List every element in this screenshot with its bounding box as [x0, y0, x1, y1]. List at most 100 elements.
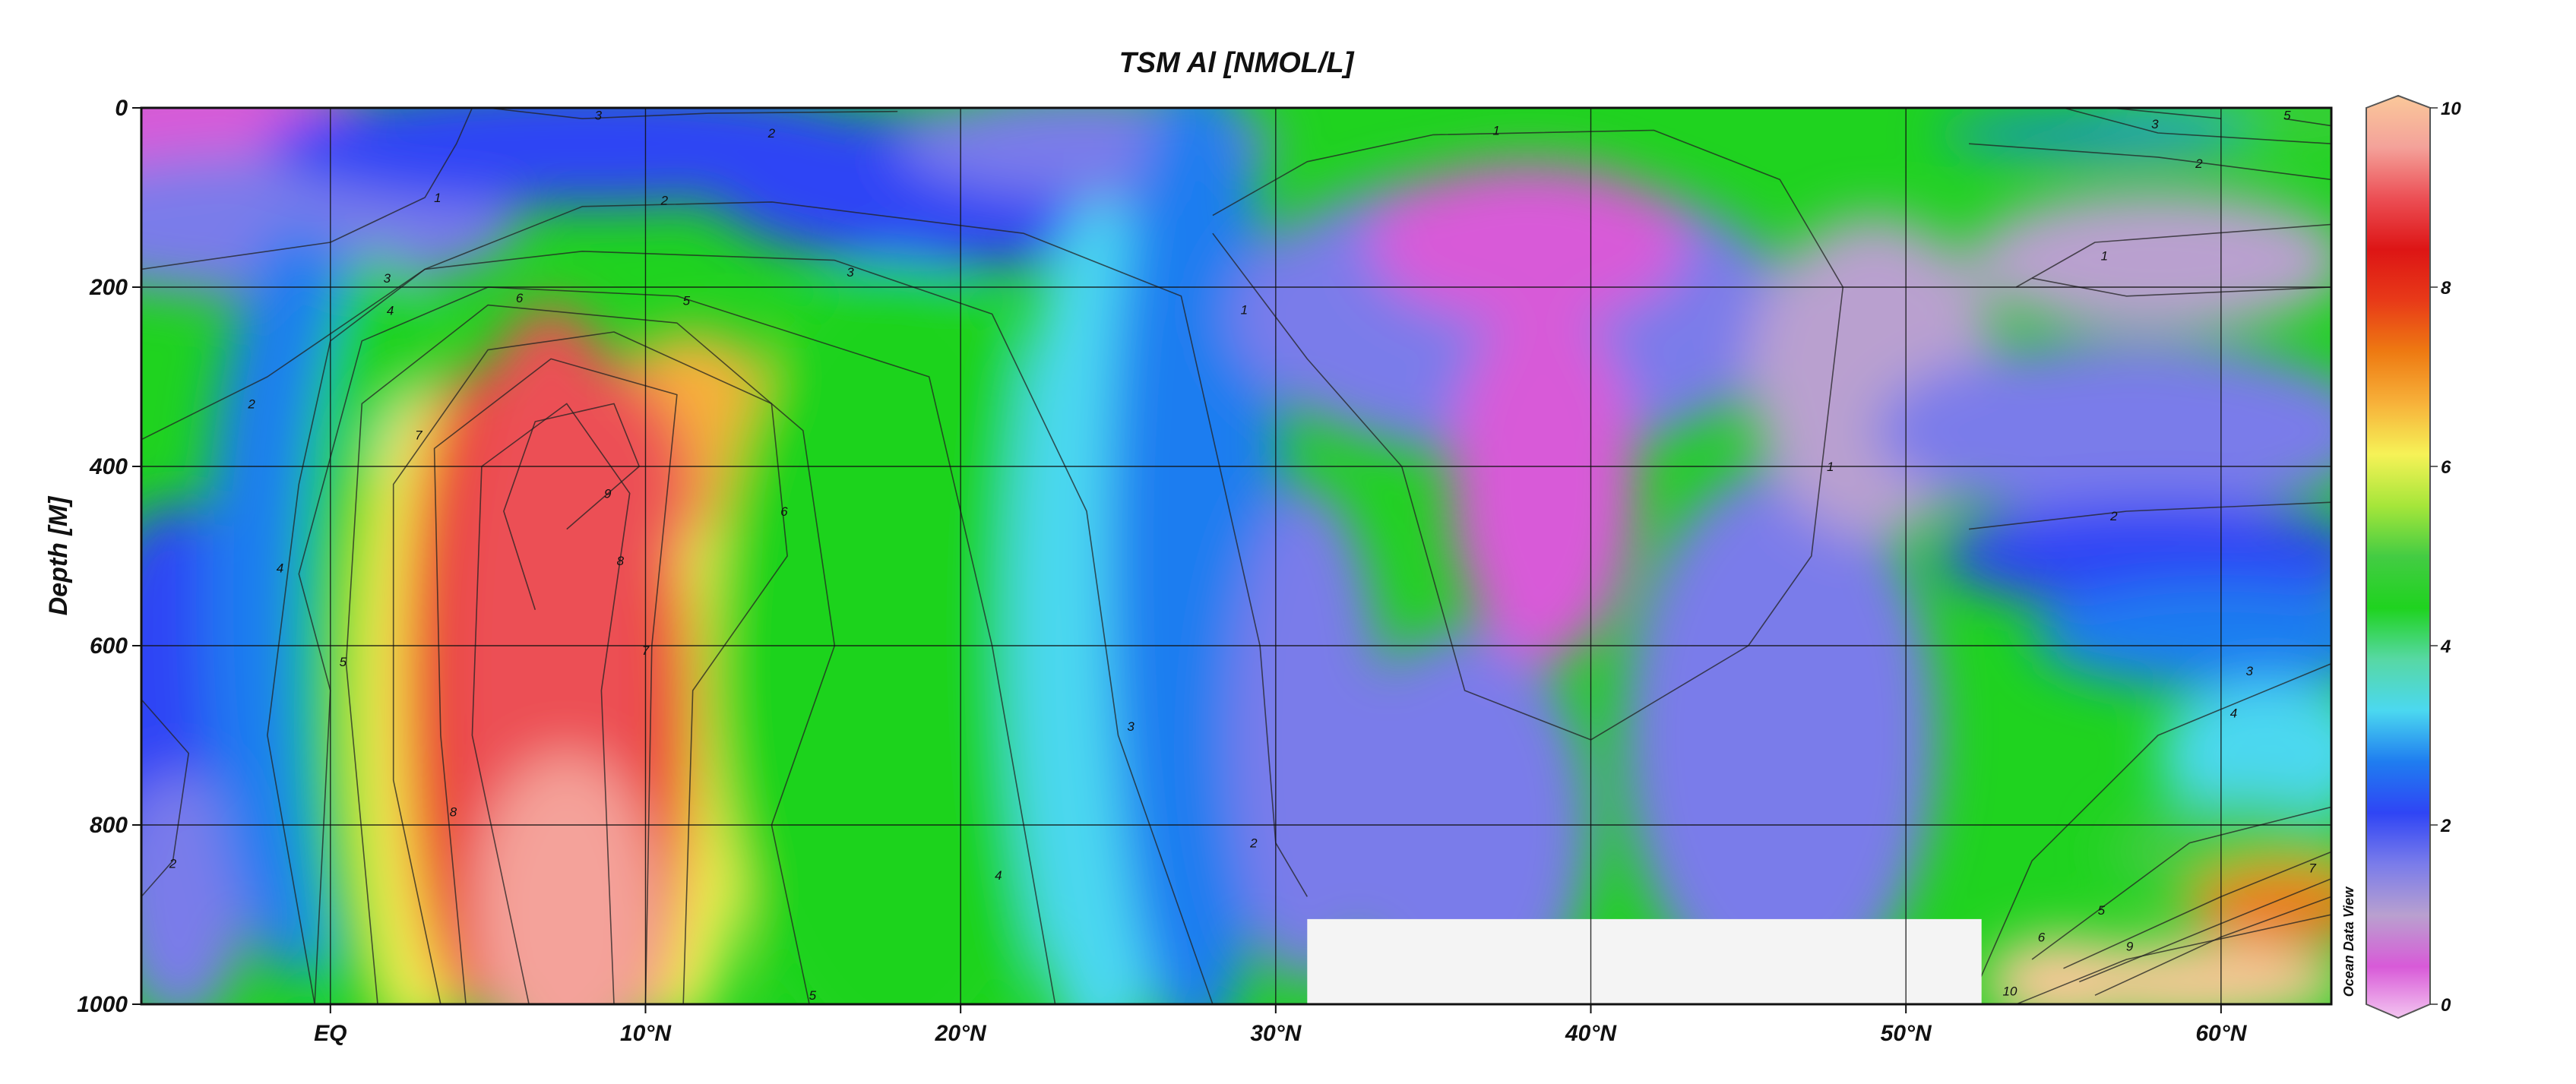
y-axis: 0 200 400 600 800 1000: [77, 96, 141, 1017]
field-patch-22: [1338, 627, 1591, 1004]
field-patch-23: [1622, 466, 1938, 1004]
contour-label: 1: [434, 191, 441, 205]
contour-label: 4: [995, 868, 1002, 883]
colorbar-tick-label: 6: [2441, 457, 2451, 478]
contour-label: 7: [2309, 861, 2316, 876]
colorbar: 0 2 4 6 8 10: [2366, 94, 2461, 1019]
field-patch-16: [472, 359, 693, 628]
contour-label: 2: [767, 126, 776, 141]
contour-line-12: [1968, 662, 2331, 1004]
contour-line-2: [2015, 223, 2331, 288]
field-patch-29: [1874, 340, 2331, 520]
concentration-field: [141, 108, 2331, 1004]
contour-label: 6: [2038, 931, 2046, 945]
y-tick-label: 1000: [77, 992, 128, 1017]
contour-line-8: [1969, 143, 2331, 181]
contour-line-13: [345, 304, 836, 1004]
colorbar-tick-label: 10: [2441, 99, 2461, 119]
x-tick-label: 30°N: [1250, 1021, 1302, 1046]
contour-line-10: [267, 251, 1214, 1004]
no-data-region: [1307, 918, 1982, 1004]
contour-label: 7: [642, 643, 650, 658]
field-patch-31: [2032, 583, 2331, 691]
field-patch-34: [1937, 116, 2253, 153]
contour-line-5: [141, 201, 1308, 897]
x-tick-label: 40°N: [1565, 1021, 1617, 1046]
contour-label: 9: [2126, 939, 2134, 953]
colorbar-body: [2366, 94, 2431, 1019]
x-tick-label: 10°N: [620, 1021, 672, 1046]
grid-lines: [141, 108, 2331, 1004]
contour-label: 8: [617, 554, 625, 568]
contour-label: 2: [660, 194, 669, 208]
contour-line-22: [2015, 914, 2331, 1004]
contour-label: 9: [604, 486, 612, 501]
contour-label: 4: [2230, 706, 2237, 721]
contour-label: 1: [2101, 249, 2108, 264]
contour-label: 2: [169, 857, 177, 871]
field-patch-30: [1937, 502, 2331, 610]
contour-line-6: [141, 699, 189, 897]
contour-label: 3: [2151, 117, 2159, 131]
contour-line-19: [471, 403, 631, 1004]
contour-line-21: [503, 403, 640, 611]
contour-label: 2: [1249, 836, 1258, 851]
y-axis-label: Depth [M]: [44, 495, 73, 615]
contour-line-7: [2063, 108, 2331, 144]
contour-label: 5: [2283, 108, 2291, 122]
y-tick-label: 800: [90, 813, 128, 838]
contour-label: 2: [2195, 156, 2203, 171]
field-patch-38: [1984, 937, 2143, 1004]
contour-label: 1: [1241, 303, 1248, 318]
contour-label: 3: [595, 108, 603, 122]
colorbar-tick-label: 4: [2440, 637, 2451, 657]
contour-line-14: [2031, 806, 2331, 960]
colorbar-tick-label: 2: [2440, 816, 2451, 836]
contour-label: 1: [1827, 460, 1834, 474]
contour-label: 5: [340, 655, 347, 669]
field-patch-26: [1448, 305, 1638, 664]
contour-label: 3: [384, 271, 391, 286]
y-tick-label: 200: [89, 275, 128, 300]
field-patch-36: [2189, 865, 2331, 947]
plot-frame: [140, 106, 2333, 1006]
credit-label: Ocean Data View: [2341, 886, 2356, 997]
contour-label: 8: [450, 804, 457, 819]
field-patch-6: [141, 771, 248, 1004]
contour-label: 4: [277, 561, 283, 575]
contour-line-9: [1969, 501, 2331, 530]
contour-label: 1: [1492, 124, 1499, 138]
chart-title: TSM Al [NMOL/L]: [1119, 47, 1355, 79]
colorbar-ticks: 0 2 4 6 8 10: [2430, 99, 2461, 1016]
x-tick-label: 60°N: [2195, 1021, 2247, 1046]
contour-line-23: [2283, 118, 2331, 127]
colorbar-tick-label: 0: [2441, 995, 2451, 1016]
contour-label: 5: [683, 294, 691, 308]
contour-labels: 1 1 1 1 1 2 2 2 2 2 2 2 3 3 3 3 3 3 4 4 4 4 5 5 5 5 5 6 6 6 7 7 7 8 8 9 9 10: [169, 108, 2317, 1003]
contour-label: 5: [2098, 903, 2106, 918]
contour-label: 5: [809, 988, 817, 1003]
x-tick-label: 20°N: [935, 1021, 987, 1046]
contour-label: 3: [1127, 719, 1135, 734]
no-data-fill: [1307, 918, 1982, 1004]
contour-line-0: [141, 108, 473, 270]
field-patch-28: [1969, 188, 2331, 332]
contour-line-24: [2110, 108, 2221, 119]
contour-label: 6: [780, 504, 788, 519]
contour-label: 10: [2003, 984, 2017, 998]
contour-label: 2: [2109, 509, 2118, 523]
y-tick-label: 600: [90, 634, 128, 659]
contour-label: 2: [247, 397, 255, 411]
y-tick-label: 0: [115, 96, 128, 121]
field-patch-18: [708, 260, 1087, 1004]
colorbar-tick-label: 8: [2441, 278, 2451, 299]
contour-label: 4: [387, 304, 394, 318]
y-tick-label: 400: [89, 454, 128, 479]
field-patch-25: [1370, 161, 1685, 324]
field-patch-17: [472, 753, 662, 1004]
contour-label: 3: [847, 265, 854, 280]
x-tick-label: 50°N: [1881, 1021, 1932, 1046]
x-tick-label: EQ: [314, 1021, 347, 1046]
contour-label: 3: [2245, 664, 2253, 678]
